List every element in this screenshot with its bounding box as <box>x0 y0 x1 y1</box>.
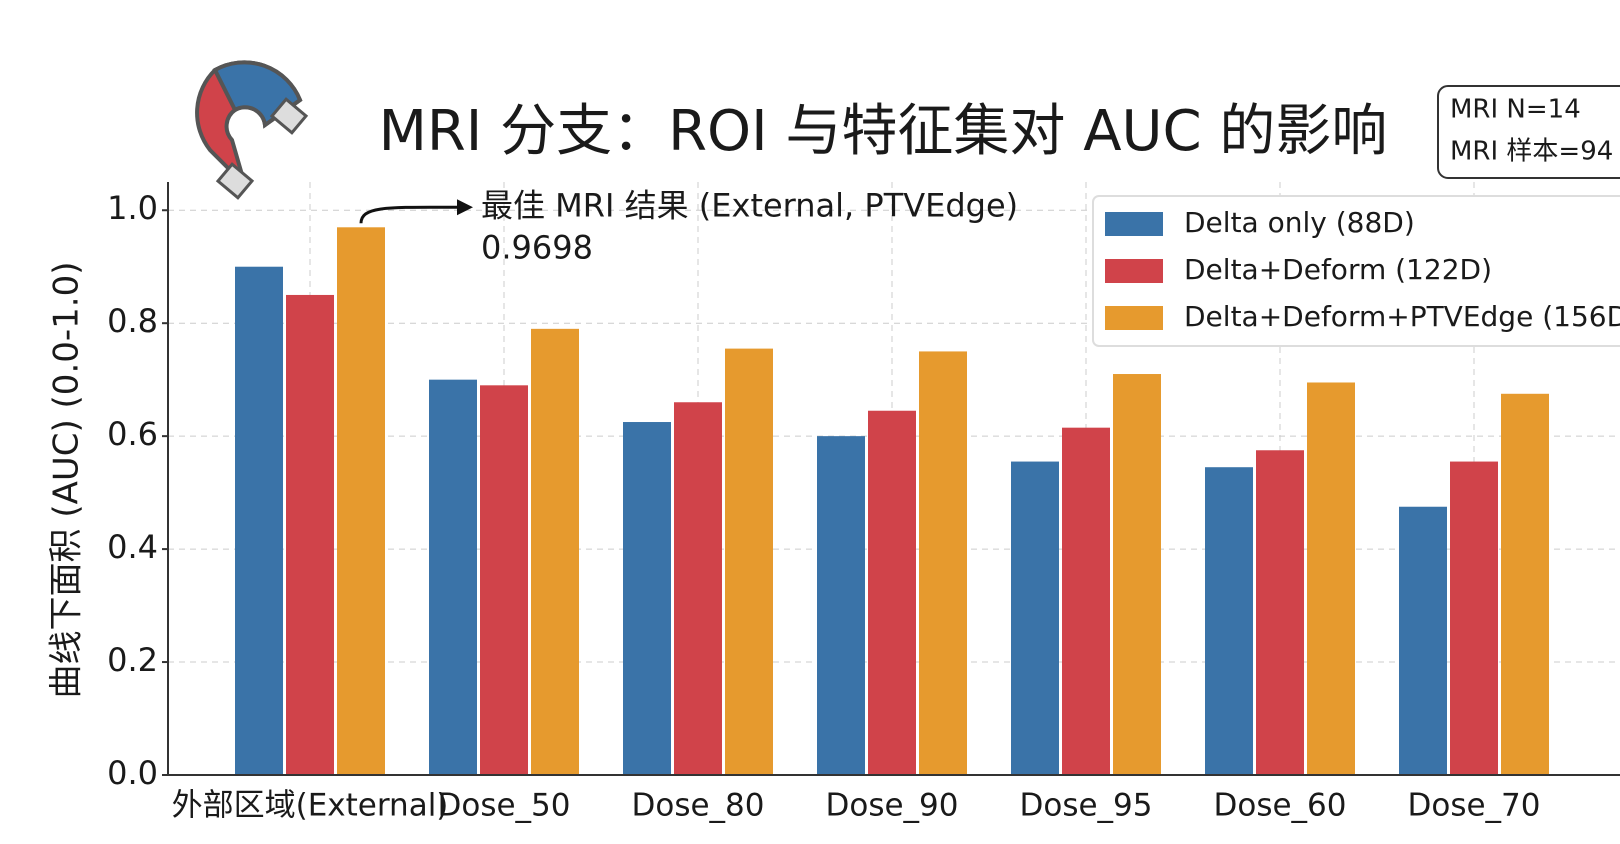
legend-swatch <box>1105 259 1163 283</box>
bar <box>531 329 579 775</box>
bar <box>1501 394 1549 775</box>
legend-label: Delta only (88D) <box>1184 206 1415 239</box>
x-tick-label: Dose_90 <box>825 788 958 824</box>
bar <box>480 385 528 775</box>
legend-swatch <box>1105 212 1163 236</box>
bar <box>868 411 916 775</box>
bar <box>235 267 283 775</box>
annotation-value: 0.9698 <box>481 228 593 266</box>
legend-swatch <box>1105 306 1163 330</box>
bar <box>1205 467 1253 775</box>
bar <box>286 295 334 775</box>
x-tick-label: 外部区域(External) <box>172 788 449 824</box>
x-tick-label: Dose_80 <box>631 788 764 824</box>
bar <box>1062 428 1110 775</box>
bar <box>623 422 671 775</box>
bar <box>674 402 722 775</box>
bar <box>1307 382 1355 775</box>
y-tick-label: 0.8 <box>107 302 158 340</box>
info-box: MRI N=14 MRI 样本=94 <box>1438 86 1620 178</box>
bar <box>429 380 477 775</box>
info-text: MRI N=14 <box>1450 95 1581 125</box>
x-tick-label: Dose_70 <box>1407 788 1540 824</box>
legend: Delta only (88D) Delta+Deform (122D) Delta… <box>1093 196 1620 346</box>
bar <box>1256 450 1304 775</box>
bar <box>919 351 967 775</box>
x-tick-label: Dose_95 <box>1019 788 1152 824</box>
bar <box>1399 507 1447 775</box>
annotation-arrow <box>361 207 461 223</box>
bar <box>1011 462 1059 775</box>
y-tick-label: 0.0 <box>107 754 158 792</box>
x-tick-label: Dose_50 <box>437 788 570 824</box>
annotation-arrowhead <box>457 199 473 215</box>
y-tick-label: 0.6 <box>107 415 158 453</box>
y-tick-label: 0.4 <box>107 528 158 566</box>
bar <box>1113 374 1161 775</box>
magnet-icon <box>197 62 306 197</box>
chart: MRI 分支：ROI 与特征集对 AUC 的影响 曲线下面积 (AUC) (0.… <box>0 0 1620 844</box>
bar <box>817 436 865 775</box>
legend-label: Delta+Deform+PTVEdge (156D) <box>1184 300 1620 333</box>
y-tick-label: 1.0 <box>107 189 158 227</box>
bar <box>337 227 385 775</box>
bar <box>1450 462 1498 775</box>
y-tick-label: 0.2 <box>107 641 158 679</box>
legend-label: Delta+Deform (122D) <box>1184 253 1492 286</box>
info-text: MRI 样本=94 <box>1450 137 1613 167</box>
y-axis-label: 曲线下面积 (AUC) (0.0-1.0) <box>47 262 87 699</box>
chart-title: MRI 分支：ROI 与特征集对 AUC 的影响 <box>379 99 1388 164</box>
bar <box>725 349 773 775</box>
annotation-text: 最佳 MRI 结果 (External, PTVEdge) <box>481 186 1018 224</box>
x-tick-label: Dose_60 <box>1213 788 1346 824</box>
